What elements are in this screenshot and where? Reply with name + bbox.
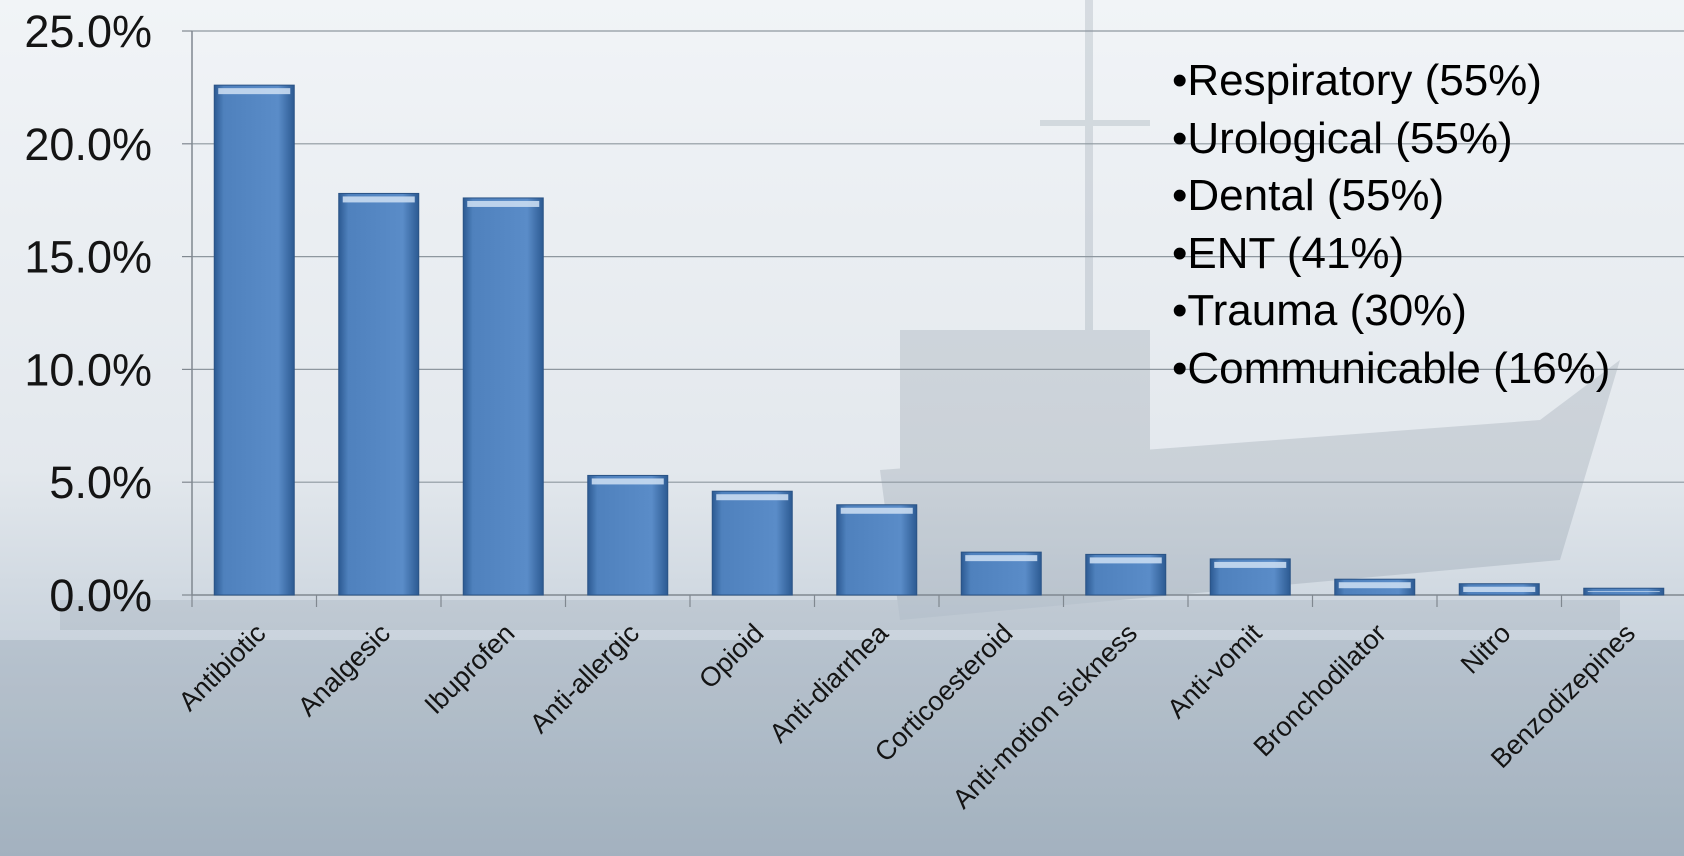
x-tick-label: Ibuprofen (419, 618, 521, 720)
bar (338, 192, 420, 596)
bar (1334, 578, 1416, 596)
note-item: •Communicable (16%) (1172, 343, 1611, 393)
note-item: •Urological (55%) (1172, 113, 1513, 163)
note-item: •ENT (41%) (1172, 228, 1405, 278)
bar (213, 84, 295, 596)
bar (711, 490, 793, 596)
bar (462, 197, 544, 596)
y-tick-label: 5.0% (49, 457, 152, 508)
x-tick-label: Anti-allergic (524, 618, 645, 739)
x-tick-label: Bronchodilator (1248, 618, 1392, 762)
category-percentages-list: •Respiratory (55%) •Urological (55%) •De… (1172, 52, 1610, 397)
y-tick-label: 10.0% (24, 344, 152, 395)
bars (213, 84, 1665, 596)
y-tick-label: 0.0% (49, 570, 152, 621)
y-tick-label: 25.0% (24, 6, 152, 57)
x-tick-label: Anti-vomit (1161, 618, 1267, 724)
x-tick-label: Nitro (1455, 618, 1517, 680)
bar (836, 504, 918, 596)
x-axis-tick-labels: Antibiotic Analgesic Ibuprofen Anti-allergi… (173, 617, 1641, 814)
gridlines (192, 30, 1684, 483)
y-tick-label: 15.0% (24, 232, 152, 283)
note-item: •Respiratory (55%) (1172, 56, 1542, 105)
bar (587, 474, 669, 596)
x-tick-label: Antibiotic (173, 618, 272, 717)
y-axis-tick-labels: 0.0% 5.0% 10.0% 15.0% 20.0% 25.0% (24, 6, 152, 621)
bar (1209, 558, 1291, 596)
bar (1085, 553, 1167, 596)
note-item: •Dental (55%) (1172, 171, 1445, 220)
note-item: •Trauma (30%) (1172, 286, 1467, 335)
bar (1583, 587, 1665, 596)
bar (960, 551, 1042, 596)
y-tick-label: 20.0% (24, 119, 152, 170)
x-tick-label: Analgesic (292, 618, 396, 722)
bar (1458, 583, 1540, 596)
x-tick-label: Anti-diarrhea (763, 617, 894, 748)
x-tick-label: Opioid (693, 618, 769, 694)
axes (182, 30, 1684, 607)
